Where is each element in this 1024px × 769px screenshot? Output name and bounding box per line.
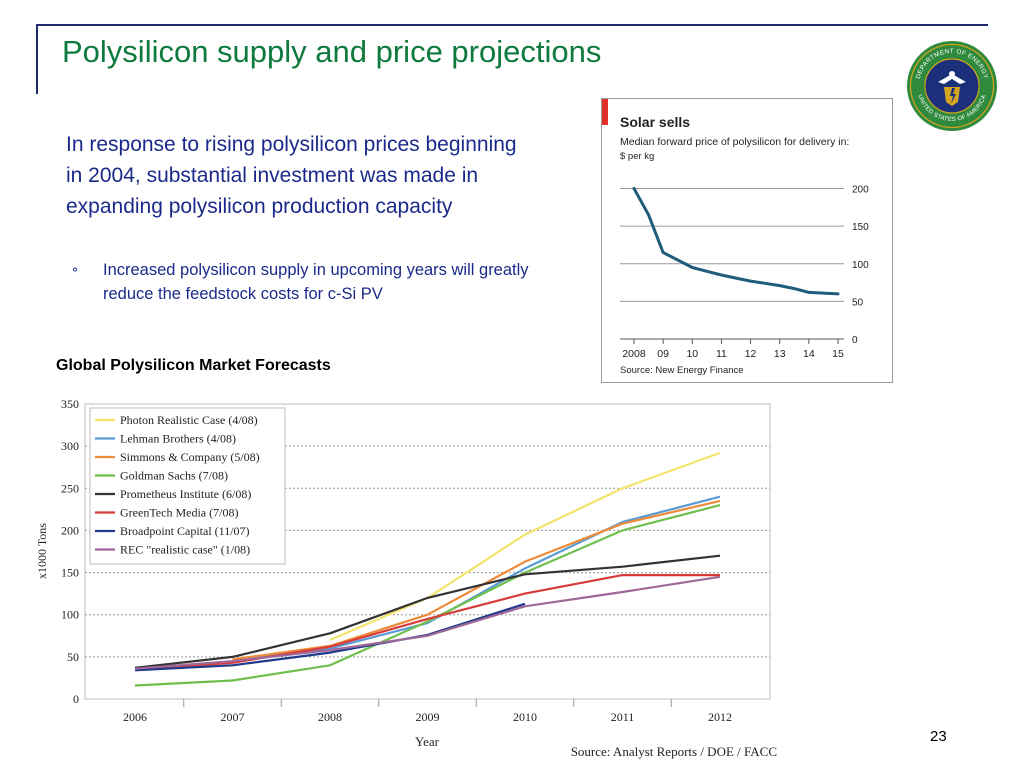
main-x-tick-label: 2011 xyxy=(611,710,635,724)
series-line xyxy=(134,574,720,671)
inset-price-line xyxy=(632,187,840,296)
slide-title: Polysilicon supply and price projections xyxy=(62,34,602,69)
intro-paragraph: In response to rising polysilicon prices… xyxy=(66,133,517,218)
inset-x-tick-label: 12 xyxy=(745,348,757,360)
main-y-tick-label: 300 xyxy=(61,439,79,453)
main-y-tick-label: 0 xyxy=(73,692,79,706)
legend-entry: Goldman Sachs (7/08) xyxy=(120,469,228,483)
main-y-tick-label: 200 xyxy=(61,523,79,537)
main-x-tick-label: 2009 xyxy=(416,710,440,724)
main-x-tick-label: 2010 xyxy=(513,710,537,724)
main-x-tick-label: 2008 xyxy=(318,710,342,724)
frame-top-rule xyxy=(36,24,988,26)
inset-x-tick-label: 10 xyxy=(686,348,698,360)
inset-x-tick-label: 14 xyxy=(803,348,815,360)
inset-y-tick-label: 200 xyxy=(852,185,869,196)
main-y-tick-label: 350 xyxy=(61,397,79,411)
solar-sells-chart: Solar sells Median forward price of poly… xyxy=(601,98,893,383)
legend-box xyxy=(89,407,286,565)
main-y-tick-label: 250 xyxy=(61,481,79,495)
chart-source: Source: Analyst Reports / DOE / FACC xyxy=(571,744,777,759)
inset-y-tick-label: 150 xyxy=(852,222,869,233)
section-label: Global Polysilicon Market Forecasts xyxy=(56,357,331,374)
series-line xyxy=(134,575,721,670)
inset-y-tick-label: 100 xyxy=(852,260,869,271)
inset-x-tick-label: 11 xyxy=(716,348,727,360)
bullet-text: Increased polysilicon supply in upcoming… xyxy=(103,261,529,303)
legend-entry: Lehman Brothers (4/08) xyxy=(120,432,236,446)
inset-title: Solar sells xyxy=(620,114,690,130)
page-number: 23 xyxy=(930,728,947,745)
polysilicon-forecast-chart: 0 50 100 150 200 250 300 350 2006 2007 2008 2009 201… xyxy=(30,396,790,769)
frame-left-rule xyxy=(36,24,38,94)
main-y-tick-label: 100 xyxy=(61,608,79,622)
inset-x-tick-label: 15 xyxy=(832,348,844,360)
main-y-tick-label: 50 xyxy=(67,650,79,664)
y-axis-label: x1000 Tons xyxy=(35,523,49,579)
inset-accent-bar xyxy=(602,99,608,125)
main-x-tick-label: 2012 xyxy=(708,710,732,724)
legend-entry: REC "realistic case" (1/08) xyxy=(120,543,250,557)
main-x-tick-label: 2006 xyxy=(123,710,147,724)
series-line xyxy=(232,499,721,661)
legend-entry: Photon Realistic Case (4/08) xyxy=(120,413,258,427)
series-line xyxy=(134,554,721,669)
legend-entry: GreenTech Media (7/08) xyxy=(120,506,238,520)
bullet-ring-icon: ⚬ xyxy=(70,263,81,277)
main-y-tick-label: 150 xyxy=(61,566,79,580)
legend-entry: Prometheus Institute (6/08) xyxy=(120,487,251,501)
inset-subtitle: Median forward price of polysilicon for … xyxy=(620,136,849,148)
inset-x-tick-label: 09 xyxy=(657,348,669,360)
x-axis-label: Year xyxy=(415,734,440,749)
series-line xyxy=(134,504,721,687)
inset-y-tick-label: 0 xyxy=(852,335,858,346)
inset-x-tick-label: 13 xyxy=(774,348,786,360)
inset-x-tick-label: 2008 xyxy=(622,348,646,360)
series-line xyxy=(232,495,721,663)
legend-entry: Broadpoint Capital (11/07) xyxy=(120,524,250,538)
series-line xyxy=(329,451,721,642)
inset-unit-label: $ per kg xyxy=(620,151,654,162)
main-x-tick-label: 2007 xyxy=(221,710,245,724)
legend-entry: Simmons & Company (5/08) xyxy=(120,450,260,464)
doe-seal-icon: DEPARTMENT OF ENERGY UNITED STATES OF AM… xyxy=(906,40,998,137)
inset-y-tick-label: 50 xyxy=(852,297,864,308)
inset-source: Source: New Energy Finance xyxy=(620,365,744,376)
series-line xyxy=(134,602,526,672)
